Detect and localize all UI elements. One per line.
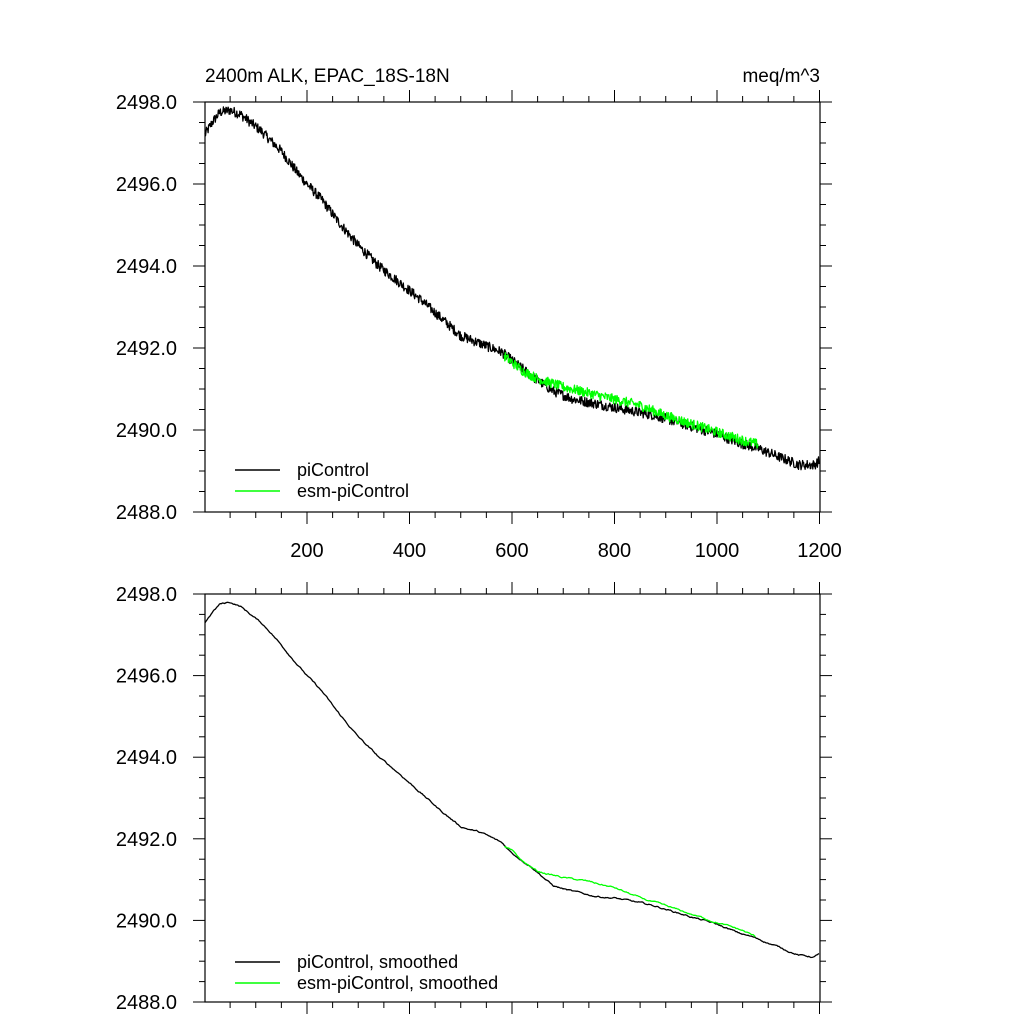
y-tick-label: 2490.0: [116, 910, 177, 932]
legend-label: piControl, smoothed: [297, 952, 458, 972]
series-line-picontrol-smoothed: [204, 601, 820, 959]
units-label: meq/m^3: [742, 66, 820, 87]
x-tick-label: 1000: [695, 540, 740, 562]
y-tick-label: 2490.0: [116, 420, 177, 442]
panel-smoothed: 2488.0 2490.0 2492.0 2494.0 2496.0 2498.0 piCo…: [116, 582, 832, 1014]
legend-label: piControl: [297, 460, 369, 480]
y-tick-label: 2494.0: [116, 747, 177, 769]
x-tick-label: 800: [598, 540, 631, 562]
series-line-esm-picontrol-smoothed: [504, 845, 756, 938]
y-tick-label: 2498.0: [116, 92, 177, 114]
y-tick-label: 2492.0: [116, 338, 177, 360]
series-line-esm-picontrol: [503, 352, 759, 449]
legend-label: esm-piControl, smoothed: [297, 973, 498, 993]
legend-label: esm-piControl: [297, 481, 409, 501]
panel-raw: 2488.0 2490.0 2492.0 2494.0 2496.0 2498.0 200 4…: [116, 90, 842, 562]
y-tick-label: 2498.0: [116, 584, 177, 606]
y-tick-label: 2496.0: [116, 174, 177, 196]
y-tick-label: 2488.0: [116, 992, 177, 1014]
x-tick-label: 400: [393, 540, 426, 562]
x-tick-label: 600: [495, 540, 528, 562]
y-tick-label: 2496.0: [116, 666, 177, 688]
x-tick-label: 1200: [797, 540, 842, 562]
y-tick-label: 2488.0: [116, 502, 177, 524]
chart-title: 2400m ALK, EPAC_18S-18N: [205, 66, 450, 87]
y-tick-label: 2494.0: [116, 256, 177, 278]
series-line-picontrol: [204, 106, 821, 471]
x-tick-label: 200: [290, 540, 323, 562]
y-tick-label: 2492.0: [116, 829, 177, 851]
